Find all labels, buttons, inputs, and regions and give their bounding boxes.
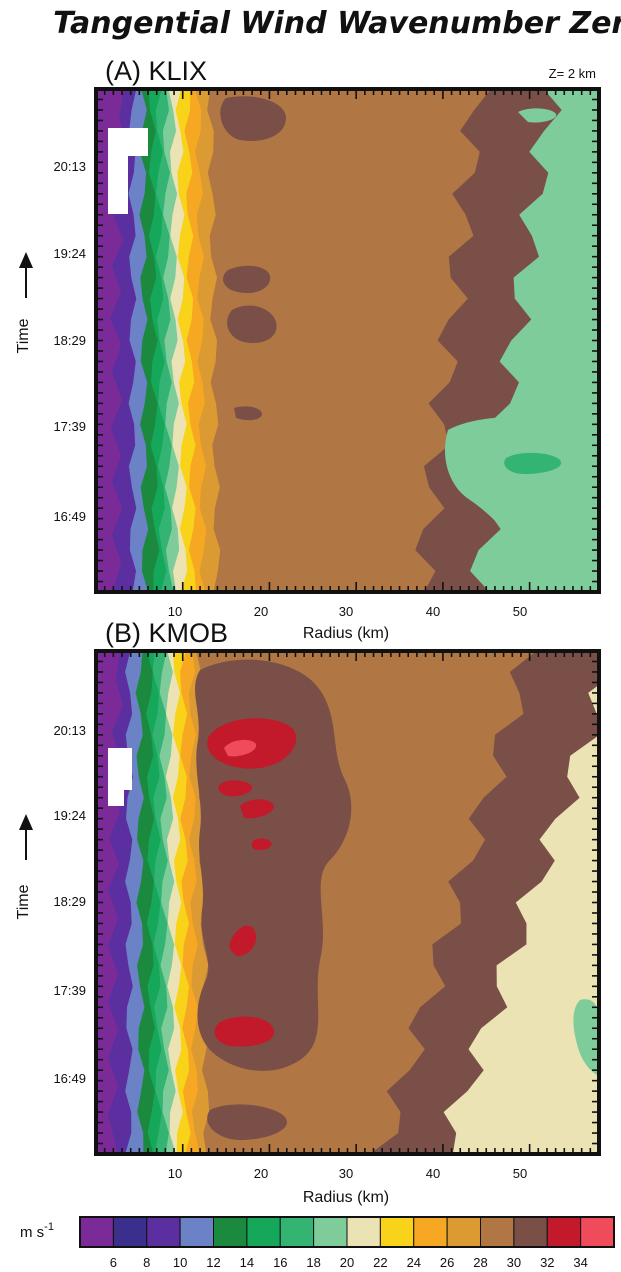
- colorbar-tick-label: 16: [273, 1255, 287, 1270]
- colorbar-unit-label: m s-1: [20, 1221, 54, 1241]
- colorbar-bin-34-36: [580, 1216, 615, 1248]
- panel-b-ytick-label: 20:13: [53, 723, 86, 738]
- panel-a-ytick-label: 16:49: [53, 509, 86, 524]
- level-label: Z= 2 km: [549, 66, 596, 81]
- panel-b-time-arrow: [19, 814, 33, 860]
- panel-a-xtick-label: 40: [426, 604, 440, 619]
- panel-b-ytick-label: 16:49: [53, 1071, 86, 1086]
- panel-b-data-gap: [108, 748, 132, 806]
- panel-a-ytick-label: 19:24: [53, 246, 86, 261]
- panel-b-xtick-label: 20: [254, 1166, 268, 1181]
- colorbar-bin-26-28: [446, 1216, 482, 1248]
- panel-b-ytick-label: 17:39: [53, 983, 86, 998]
- panel-a-xlabel: Radius (km): [303, 625, 389, 642]
- colorbar: m s-1 6 8 10 12 14 16 18 20 22 24 26 28 …: [20, 1216, 615, 1270]
- colorbar-bin-8-10: [146, 1216, 181, 1248]
- panel-a-ytick-label: 20:13: [53, 159, 86, 174]
- panel-a-max-1: [220, 96, 286, 142]
- colorbar-bin-20-22: [346, 1216, 381, 1248]
- colorbar-bin-18-20: [313, 1216, 348, 1248]
- colorbar-tick-label: 8: [143, 1255, 150, 1270]
- panel-b-max-2: [218, 780, 253, 797]
- colorbar-bin-28-30: [480, 1216, 515, 1248]
- panel-a-max-3: [227, 305, 277, 344]
- colorbar-tick-label: 6: [110, 1255, 117, 1270]
- panel-a-time-arrow: [19, 252, 33, 298]
- colorbar-tick-label: 28: [473, 1255, 487, 1270]
- panel-b-field: [96, 651, 599, 1154]
- panel-a-max-2: [223, 265, 271, 294]
- colorbar-tick-label: 34: [573, 1255, 587, 1270]
- colorbar-tick-label: 20: [340, 1255, 354, 1270]
- panel-b-xtick-label: 50: [513, 1166, 527, 1181]
- panel-a-features: [96, 89, 599, 592]
- panel-b-xtick-label: 10: [168, 1166, 182, 1181]
- colorbar-bin-14-16: [246, 1216, 281, 1248]
- colorbar-bin-10-12: [179, 1216, 215, 1248]
- panel-a-ylabel: Time: [15, 318, 32, 353]
- colorbar-bin-22-24: [379, 1216, 415, 1248]
- colorbar-tick-label: 22: [373, 1255, 387, 1270]
- colorbar-tick-label: 30: [507, 1255, 521, 1270]
- colorbar-frame: [79, 1216, 615, 1248]
- panel-b-max-1-core: [224, 739, 257, 757]
- colorbar-bin-12-14: [213, 1216, 248, 1248]
- colorbar-bin-32-34: [546, 1216, 582, 1248]
- panel-b-brown-patch: [207, 1104, 287, 1140]
- panel-b: (B) KMOB 10: [15, 618, 601, 1206]
- colorbar-tick-labels: 6 8 10 12 14 16 18 20 22 24 26 28 30 32 …: [110, 1255, 588, 1270]
- panel-b-max-6: [214, 1016, 275, 1047]
- panel-b-ticks: [96, 651, 599, 1154]
- panel-a-data-gap: [108, 128, 148, 214]
- panel-b-max-4: [252, 838, 272, 851]
- colorbar-tick-label: 10: [173, 1255, 187, 1270]
- panel-b-max-5: [229, 925, 257, 956]
- panel-a-ytick-label: 17:39: [53, 419, 86, 434]
- panel-b-ytick-label: 18:29: [53, 894, 86, 909]
- panel-a-core-purple: [96, 89, 126, 592]
- panel-a-label: (A) KLIX: [105, 56, 207, 86]
- panel-a-xtick-label: 10: [168, 604, 182, 619]
- panel-a-xtick-label: 30: [339, 604, 353, 619]
- colorbar-tick-label: 26: [440, 1255, 454, 1270]
- panel-a-ticks: [96, 89, 599, 592]
- colorbar-bin-4-6: [79, 1216, 114, 1248]
- panel-b-ylabel: Time: [15, 884, 32, 919]
- panel-a-xtick-label: 50: [513, 604, 527, 619]
- figure-title: Tangential Wind Wavenumber Zero: [53, 6, 621, 41]
- panel-b-ytick-label: 19:24: [53, 808, 86, 823]
- panel-b-label: (B) KMOB: [105, 618, 228, 648]
- panel-a-ytick-label: 18:29: [53, 333, 86, 348]
- panel-a-outer-patch-3: [518, 108, 557, 123]
- panel-a-outer-patch-2: [504, 452, 562, 474]
- panel-b-xtick-label: 40: [426, 1166, 440, 1181]
- panel-a-max-4: [234, 406, 262, 421]
- panel-b-features: [96, 651, 599, 1154]
- colorbar-bin-30-32: [513, 1216, 548, 1248]
- colorbar-tick-label: 18: [306, 1255, 320, 1270]
- colorbar-tick-label: 32: [540, 1255, 554, 1270]
- panel-b-xlabel: Radius (km): [303, 1189, 389, 1206]
- panel-b-max-3: [240, 799, 274, 819]
- colorbar-tick-label: 24: [407, 1255, 421, 1270]
- colorbar-bin-24-26: [413, 1216, 448, 1248]
- panel-b-xtick-label: 30: [339, 1166, 353, 1181]
- panel-a: (A) KLIX Z= 2 km 10: [15, 56, 601, 642]
- panel-a-xtick-label: 20: [254, 604, 268, 619]
- panel-a-field: [96, 89, 599, 592]
- colorbar-tick-label: 12: [206, 1255, 220, 1270]
- colorbar-tick-label: 14: [240, 1255, 254, 1270]
- colorbar-bin-6-8: [112, 1216, 148, 1248]
- colorbar-bins: [79, 1216, 615, 1248]
- colorbar-bin-16-18: [279, 1216, 315, 1248]
